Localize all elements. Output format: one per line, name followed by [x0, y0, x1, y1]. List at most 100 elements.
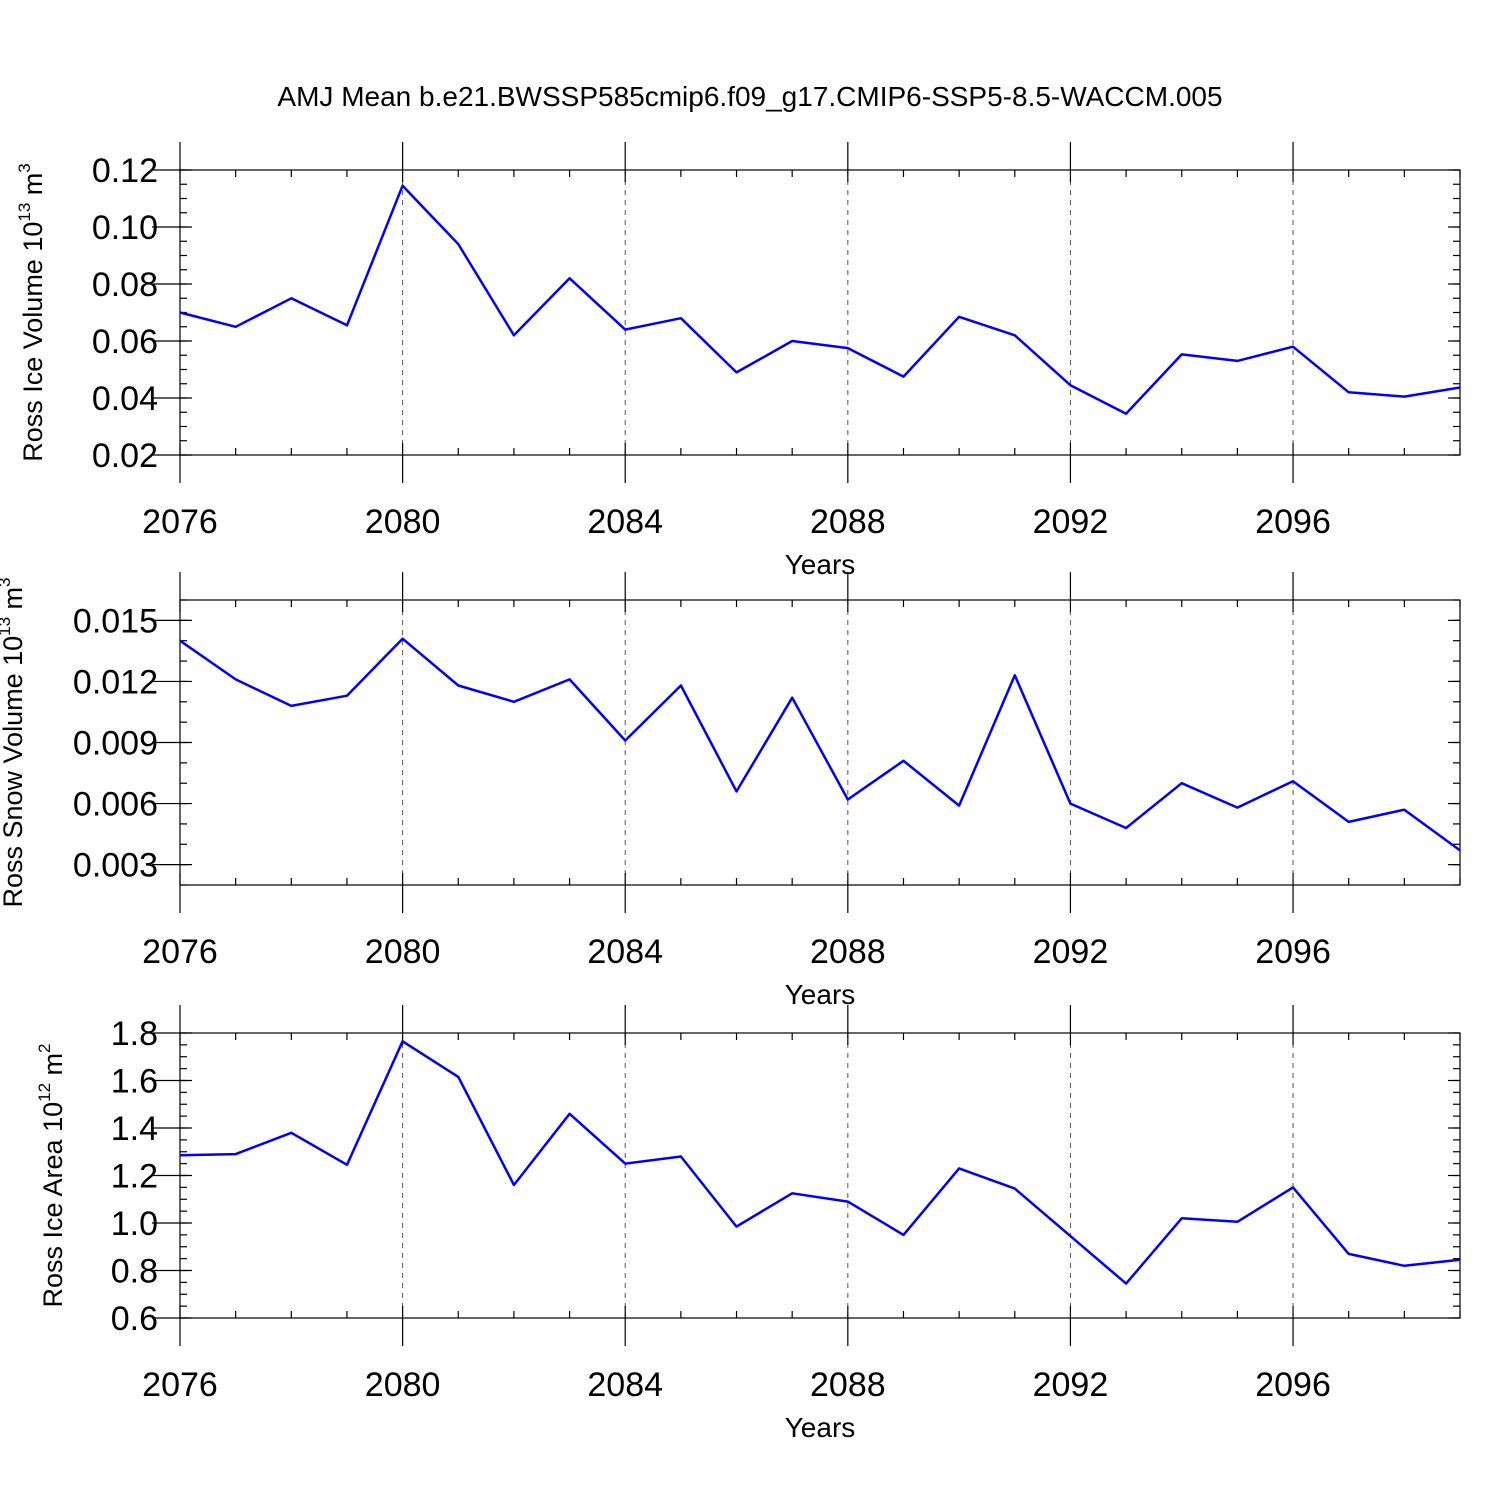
- data-point: [345, 1163, 349, 1167]
- data-point: [790, 696, 794, 700]
- data-point: [679, 684, 683, 688]
- y-tick-label: 0.015: [73, 602, 158, 640]
- data-point: [790, 1191, 794, 1195]
- y-tick-label: 0.009: [73, 725, 158, 763]
- data-point: [901, 759, 905, 763]
- data-point: [1347, 1252, 1351, 1256]
- data-point: [1347, 390, 1351, 394]
- data-point: [512, 333, 516, 337]
- data-point: [456, 242, 460, 246]
- data-point: [401, 1039, 405, 1043]
- data-point: [1013, 333, 1017, 337]
- data-point: [1180, 1216, 1184, 1220]
- data-point: [1180, 781, 1184, 785]
- data-point: [568, 1112, 572, 1116]
- y-tick-label: 0.02: [92, 437, 158, 475]
- y-tick-label: 1.4: [111, 1110, 158, 1148]
- x-tick-label: 2096: [1255, 933, 1331, 971]
- data-point: [456, 684, 460, 688]
- y-tick-label: 0.08: [92, 266, 158, 304]
- x-tick-label: 2076: [142, 1366, 218, 1404]
- data-point: [512, 1183, 516, 1187]
- data-point: [512, 700, 516, 704]
- x-tick-label: 2092: [1033, 1366, 1109, 1404]
- data-point: [1291, 345, 1295, 349]
- y-tick-label: 1.0: [111, 1205, 158, 1243]
- y-tick-label: 0.012: [73, 663, 158, 701]
- data-point: [957, 1166, 961, 1170]
- data-point: [1013, 673, 1017, 677]
- data-point: [1402, 1264, 1406, 1268]
- y-tick-label: 1.6: [111, 1063, 158, 1101]
- data-point: [1235, 1220, 1239, 1224]
- data-point: [1291, 779, 1295, 783]
- panel-1: 2076 2080 2084 2088 2092 2096 Years 0.02 0.04 0.0…: [15, 142, 1461, 580]
- data-point: [345, 323, 349, 327]
- x-tick-label: 2088: [810, 1366, 886, 1404]
- data-point: [289, 704, 293, 708]
- x-axis-label: Years: [785, 1412, 856, 1443]
- data-point: [846, 346, 850, 350]
- y-tick-label: 0.04: [92, 380, 158, 418]
- data-point: [623, 1162, 627, 1166]
- data-point: [401, 184, 405, 188]
- y-axis-label: Ross Snow Volume 1013 m3: [0, 577, 28, 907]
- data-point: [1068, 383, 1072, 387]
- data-point: [623, 328, 627, 332]
- data-point: [1124, 826, 1128, 830]
- data-point: [568, 677, 572, 681]
- x-tick-label: 2076: [142, 933, 218, 971]
- data-point: [735, 370, 739, 374]
- x-axis-label: Years: [785, 979, 856, 1010]
- data-point: [234, 1152, 238, 1156]
- data-point: [1013, 1187, 1017, 1191]
- x-tick-label: 2096: [1255, 1366, 1331, 1404]
- data-point: [289, 1131, 293, 1135]
- y-tick-label: 0.06: [92, 323, 158, 361]
- data-point: [401, 637, 405, 641]
- x-tick-label: 2092: [1033, 503, 1109, 541]
- plot-frame: [179, 169, 1461, 456]
- x-tick-label: 2088: [810, 933, 886, 971]
- data-point: [1458, 1258, 1462, 1262]
- x-tick-label: 2080: [365, 933, 441, 971]
- data-point: [901, 1233, 905, 1237]
- y-tick-label: 0.006: [73, 786, 158, 824]
- data-point: [901, 375, 905, 379]
- data-point: [846, 798, 850, 802]
- x-tick-label: 2092: [1033, 933, 1109, 971]
- panel-3: 2076 2080 2084 2088 2092 2096 Years 0.6 0.8 1.0 1.…: [35, 1005, 1462, 1443]
- data-point: [1458, 848, 1462, 852]
- panels: 2076 2080 2084 2088 2092 2096 Years 0.02 0.04 0.0…: [0, 142, 1462, 1443]
- x-tick-label: 2084: [587, 933, 663, 971]
- data-point: [289, 296, 293, 300]
- data-point: [1347, 820, 1351, 824]
- data-point: [1402, 808, 1406, 812]
- data-point: [1068, 802, 1072, 806]
- y-tick-label: 0.12: [92, 152, 158, 190]
- y-tick-label: 0.8: [111, 1253, 158, 1291]
- data-point: [456, 1075, 460, 1079]
- x-tick-label: 2080: [365, 1366, 441, 1404]
- series-line: [179, 184, 1461, 415]
- x-tick-label: 2080: [365, 503, 441, 541]
- y-tick-label: 0.10: [92, 209, 158, 247]
- data-point: [178, 639, 182, 643]
- x-tick-label: 2096: [1255, 503, 1331, 541]
- data-point: [234, 677, 238, 681]
- y-tick-label: 1.2: [111, 1158, 158, 1196]
- data-point: [1291, 1185, 1295, 1189]
- y-tick-label: 0.6: [111, 1300, 158, 1338]
- data-point: [1402, 395, 1406, 399]
- data-point: [846, 1200, 850, 1204]
- series-line: [179, 637, 1461, 852]
- data-point: [679, 1155, 683, 1159]
- x-axis-label: Years: [785, 549, 856, 580]
- data-point: [735, 1225, 739, 1229]
- y-axis-label: Ross Ice Area 1012 m2: [35, 1043, 68, 1307]
- data-point: [957, 315, 961, 319]
- plot-frame: [179, 599, 1461, 886]
- x-tick-label: 2076: [142, 503, 218, 541]
- x-tick-label: 2084: [587, 1366, 663, 1404]
- data-point: [1235, 359, 1239, 363]
